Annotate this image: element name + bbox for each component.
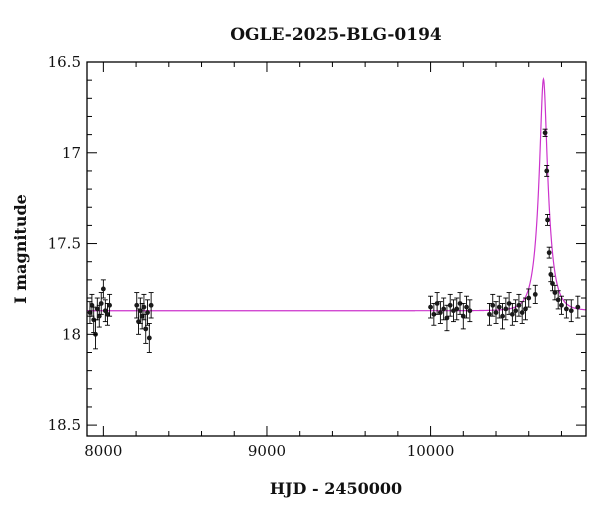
data-point <box>143 326 149 332</box>
data-point <box>457 301 463 306</box>
plot-frame <box>86 61 587 437</box>
data-point <box>146 335 152 341</box>
y-axis-label: I magnitude <box>11 194 30 304</box>
data-point <box>105 311 110 317</box>
data-point <box>568 308 574 314</box>
data-point <box>145 310 150 315</box>
data-point <box>464 304 469 310</box>
data-point <box>148 302 154 308</box>
data-point <box>493 310 499 315</box>
data-point <box>542 130 548 136</box>
data-point <box>447 302 453 308</box>
x-tick-label: 9000 <box>248 442 286 460</box>
data-point <box>519 310 525 315</box>
chart-title: OGLE-2025-BLG-0194 <box>230 25 442 45</box>
data-point <box>139 313 145 319</box>
data-point <box>503 306 509 312</box>
data-point <box>437 310 443 315</box>
data-point <box>563 306 569 312</box>
data-point <box>490 302 496 308</box>
y-tick-label: 16.5 <box>48 53 81 71</box>
plot-area <box>87 77 586 353</box>
data-point <box>509 311 515 317</box>
data-point <box>444 315 450 321</box>
data-point <box>550 281 555 286</box>
data-point <box>102 308 108 314</box>
data-point <box>94 306 100 312</box>
data-point <box>513 308 519 314</box>
data-point <box>89 302 95 308</box>
data-point <box>454 306 460 312</box>
x-tick-label: 10000 <box>407 442 455 460</box>
data-point <box>548 272 554 277</box>
data-point <box>460 313 466 319</box>
data-point <box>526 295 532 301</box>
data-point <box>516 302 522 308</box>
data-point <box>552 290 558 295</box>
data-point <box>100 286 106 292</box>
data-point <box>523 306 528 312</box>
data-point <box>428 304 433 310</box>
x-axis-label: HJD - 2450000 <box>270 479 402 498</box>
data-point <box>134 302 140 308</box>
data-point <box>496 304 502 310</box>
data-point <box>87 310 93 315</box>
y-tick-label: 18 <box>62 325 81 343</box>
model-curve <box>87 77 586 312</box>
data-point <box>431 311 437 317</box>
data-point <box>137 308 143 314</box>
data-point <box>545 217 550 223</box>
data-point <box>98 301 104 306</box>
y-tick-label: 17.5 <box>48 235 81 253</box>
y-tick-label: 17 <box>62 144 81 162</box>
axis-ticks: 8000 9000 10000 16.5 17 17.5 18 18.5 <box>48 53 586 460</box>
data-point <box>555 297 561 303</box>
data-point <box>559 302 564 308</box>
data-point <box>506 301 512 306</box>
x-tick-label: 8000 <box>84 442 122 460</box>
y-tick-label: 18.5 <box>48 416 81 434</box>
data-point <box>441 306 447 312</box>
data-point <box>487 311 492 317</box>
data-point <box>500 313 505 319</box>
data-point <box>544 168 550 174</box>
data-point <box>107 302 112 308</box>
data-point <box>575 304 581 310</box>
data-point <box>96 313 102 319</box>
plot-content <box>87 77 586 353</box>
data-point <box>467 308 473 314</box>
data-point <box>546 250 552 256</box>
data-point <box>136 319 141 325</box>
data-point <box>434 301 440 306</box>
data-point <box>532 291 538 297</box>
data-point <box>141 304 147 310</box>
